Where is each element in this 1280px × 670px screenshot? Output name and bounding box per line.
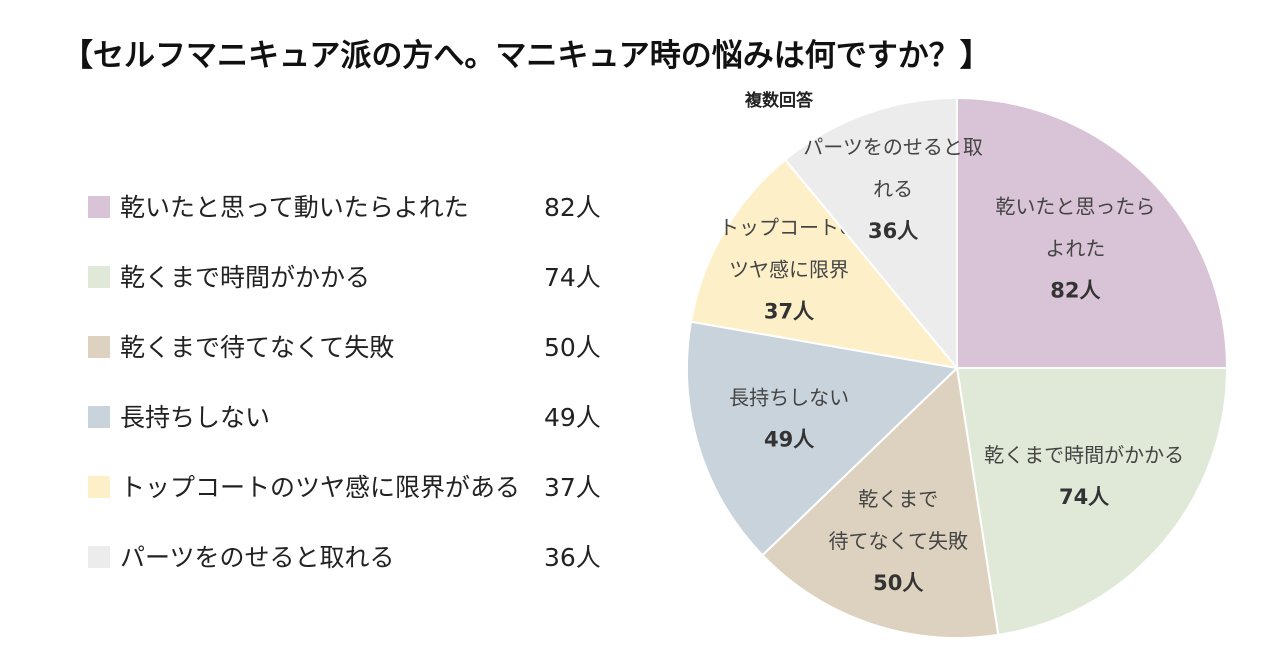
- legend-swatch: [88, 546, 110, 568]
- legend-value: 36人: [544, 543, 601, 572]
- pie-slice: [761, 365, 1000, 639]
- legend-swatch: [88, 406, 110, 428]
- legend-value: 37人: [544, 473, 601, 502]
- chart-title: 【セルフマニキュア派の方へ。マニキュア時の悩みは何ですか？】: [62, 38, 991, 74]
- legend: 乾いたと思って動いたらよれた 82人 乾くまで時間がかかる 74人 乾くまで待て…: [88, 186, 628, 606]
- legend-label: 乾くまで時間がかかる: [120, 263, 371, 292]
- legend-label: 長持ちしない: [120, 403, 271, 432]
- legend-value: 49人: [544, 403, 601, 432]
- legend-item: パーツをのせると取れる 36人: [88, 536, 628, 606]
- legend-label: パーツをのせると取れる: [120, 543, 395, 572]
- chart-subtitle: 複数回答: [745, 91, 813, 111]
- legend-label: トップコートのツヤ感に限界がある: [120, 473, 521, 502]
- legend-label: 乾くまで待てなくて失敗: [120, 333, 395, 362]
- legend-swatch: [88, 476, 110, 498]
- legend-item: 乾いたと思って動いたらよれた 82人: [88, 186, 628, 256]
- pie-slice: [956, 96, 1229, 369]
- legend-item: 乾くまで時間がかかる 74人: [88, 256, 628, 326]
- legend-label: 乾いたと思って動いたらよれた: [120, 193, 469, 222]
- legend-item: 乾くまで待てなくて失敗 50人: [88, 326, 628, 396]
- pie-slice: [686, 320, 960, 557]
- legend-value: 74人: [544, 263, 601, 292]
- legend-value: 50人: [544, 333, 601, 362]
- legend-swatch: [88, 336, 110, 358]
- pie-slice: [689, 158, 960, 370]
- legend-item: 長持ちしない 49人: [88, 396, 628, 466]
- pie-slice: [783, 96, 958, 371]
- legend-value: 82人: [544, 193, 601, 222]
- legend-swatch: [88, 196, 110, 218]
- pie-slice: [955, 367, 1229, 636]
- legend-item: トップコートのツヤ感に限界がある 37人: [88, 466, 628, 536]
- legend-swatch: [88, 266, 110, 288]
